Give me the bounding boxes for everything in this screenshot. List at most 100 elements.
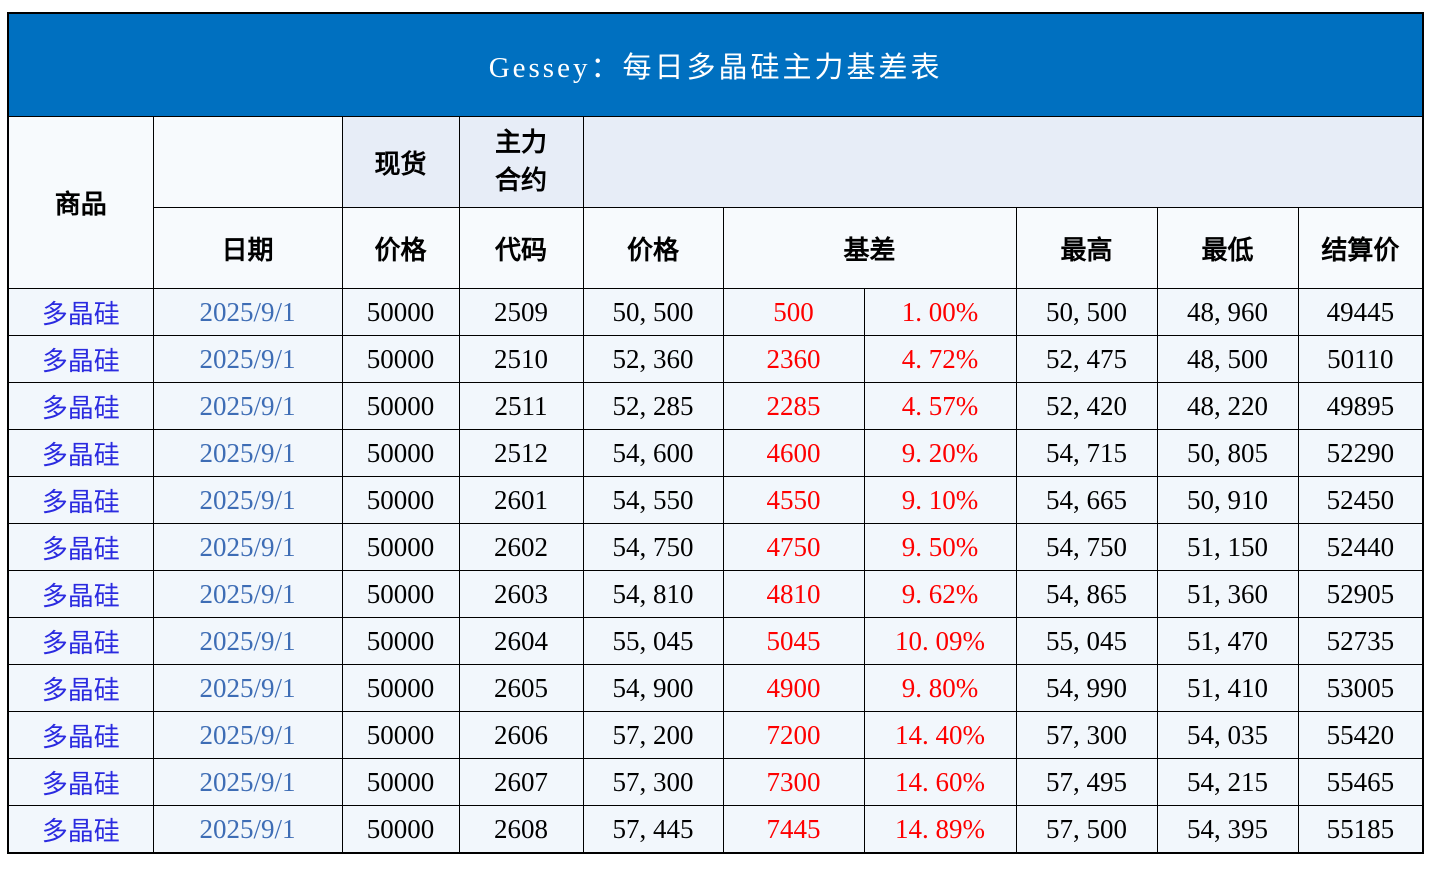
cell-product: 多晶硅	[7, 570, 154, 618]
cell-basis-pct: 4. 57%	[863, 382, 1017, 430]
cell-code: 2607	[458, 758, 584, 806]
cell-code: 2511	[458, 382, 584, 430]
cell-low: 48, 220	[1156, 382, 1299, 430]
cell-price: 54, 900	[582, 664, 724, 712]
cell-product: 多晶硅	[7, 429, 154, 477]
cell-code: 2605	[458, 664, 584, 712]
cell-spot-price: 50000	[341, 664, 460, 712]
cell-spot-price: 50000	[341, 617, 460, 665]
cell-price: 54, 600	[582, 429, 724, 477]
cell-spot-price: 50000	[341, 805, 460, 854]
cell-low: 54, 215	[1156, 758, 1299, 806]
cell-product: 多晶硅	[7, 288, 154, 336]
cell-basis: 4810	[722, 570, 865, 618]
cell-low: 51, 470	[1156, 617, 1299, 665]
cell-code: 2510	[458, 335, 584, 383]
cell-date: 2025/9/1	[152, 382, 343, 430]
table-row: 多晶硅 2025/9/1 50000 2510 52, 360 2360 4. 72% 52,…	[7, 335, 1424, 383]
cell-spot-price: 50000	[341, 288, 460, 336]
cell-spot-price: 50000	[341, 382, 460, 430]
cell-settle: 52290	[1297, 429, 1424, 477]
cell-basis: 4900	[722, 664, 865, 712]
cell-code: 2601	[458, 476, 584, 524]
cell-low: 50, 805	[1156, 429, 1299, 477]
header-spot-price: 价格	[341, 207, 460, 289]
header-main-price: 价格	[582, 207, 724, 289]
cell-date: 2025/9/1	[152, 570, 343, 618]
cell-spot-price: 50000	[341, 523, 460, 571]
cell-basis-pct: 4. 72%	[863, 335, 1017, 383]
cell-high: 57, 495	[1015, 758, 1158, 806]
cell-settle: 52905	[1297, 570, 1424, 618]
cell-spot-price: 50000	[341, 570, 460, 618]
cell-settle: 49895	[1297, 382, 1424, 430]
cell-settle: 50110	[1297, 335, 1424, 383]
cell-settle: 52440	[1297, 523, 1424, 571]
basis-table: Gessey：每日多晶硅主力基差表 商品 现货 主力 合约 日期 价格 代码 价…	[7, 12, 1425, 854]
cell-price: 57, 200	[582, 711, 724, 759]
cell-low: 54, 035	[1156, 711, 1299, 759]
cell-settle: 52735	[1297, 617, 1424, 665]
cell-date: 2025/9/1	[152, 711, 343, 759]
cell-low: 48, 960	[1156, 288, 1299, 336]
header-date: 日期	[152, 207, 343, 289]
cell-basis-pct: 14. 89%	[863, 805, 1017, 854]
cell-product: 多晶硅	[7, 335, 154, 383]
cell-date: 2025/9/1	[152, 476, 343, 524]
table-row: 多晶硅 2025/9/1 50000 2603 54, 810 4810 9. 62% 54,…	[7, 570, 1424, 618]
cell-low: 54, 395	[1156, 805, 1299, 854]
cell-spot-price: 50000	[341, 758, 460, 806]
cell-settle: 49445	[1297, 288, 1424, 336]
cell-low: 48, 500	[1156, 335, 1299, 383]
cell-price: 52, 360	[582, 335, 724, 383]
cell-high: 57, 300	[1015, 711, 1158, 759]
cell-basis-pct: 9. 50%	[863, 523, 1017, 571]
cell-date: 2025/9/1	[152, 523, 343, 571]
cell-date: 2025/9/1	[152, 617, 343, 665]
cell-product: 多晶硅	[7, 476, 154, 524]
header-high: 最高	[1015, 207, 1158, 289]
cell-date: 2025/9/1	[152, 335, 343, 383]
cell-code: 2602	[458, 523, 584, 571]
cell-price: 57, 300	[582, 758, 724, 806]
header-main-contract: 主力 合约	[458, 116, 584, 208]
table-row: 多晶硅 2025/9/1 50000 2608 57, 445 7445 14. 89% 57…	[7, 805, 1424, 854]
table-row: 多晶硅 2025/9/1 50000 2512 54, 600 4600 9. 20% 54,…	[7, 429, 1424, 477]
cell-basis: 500	[722, 288, 865, 336]
header-empty-cell	[152, 116, 343, 208]
cell-high: 54, 865	[1015, 570, 1158, 618]
cell-spot-price: 50000	[341, 335, 460, 383]
cell-code: 2512	[458, 429, 584, 477]
header-row-1: 商品 现货 主力 合约	[7, 116, 1424, 289]
cell-low: 51, 360	[1156, 570, 1299, 618]
cell-price: 55, 045	[582, 617, 724, 665]
cell-product: 多晶硅	[7, 664, 154, 712]
cell-low: 51, 150	[1156, 523, 1299, 571]
cell-basis-pct: 10. 09%	[863, 617, 1017, 665]
cell-settle: 55185	[1297, 805, 1424, 854]
cell-high: 52, 420	[1015, 382, 1158, 430]
table-row: 多晶硅 2025/9/1 50000 2602 54, 750 4750 9. 50% 54,…	[7, 523, 1424, 571]
table-row: 多晶硅 2025/9/1 50000 2604 55, 045 5045 10. 09% 55…	[7, 617, 1424, 665]
cell-product: 多晶硅	[7, 758, 154, 806]
cell-basis-pct: 9. 20%	[863, 429, 1017, 477]
cell-code: 2603	[458, 570, 584, 618]
header-code: 代码	[458, 207, 584, 289]
header-basis: 基差	[722, 207, 1017, 289]
cell-high: 54, 990	[1015, 664, 1158, 712]
cell-product: 多晶硅	[7, 382, 154, 430]
table-row: 多晶硅 2025/9/1 50000 2601 54, 550 4550 9. 10% 54,…	[7, 476, 1424, 524]
table-row: 多晶硅 2025/9/1 50000 2607 57, 300 7300 14. 60% 57…	[7, 758, 1424, 806]
cell-high: 54, 750	[1015, 523, 1158, 571]
cell-price: 54, 550	[582, 476, 724, 524]
title-row: Gessey：每日多晶硅主力基差表	[7, 12, 1424, 117]
cell-low: 50, 910	[1156, 476, 1299, 524]
header-spot: 现货	[341, 116, 460, 208]
cell-basis-pct: 9. 10%	[863, 476, 1017, 524]
cell-product: 多晶硅	[7, 711, 154, 759]
cell-code: 2608	[458, 805, 584, 854]
cell-settle: 55465	[1297, 758, 1424, 806]
header-merged-empty	[582, 116, 1424, 208]
cell-date: 2025/9/1	[152, 664, 343, 712]
